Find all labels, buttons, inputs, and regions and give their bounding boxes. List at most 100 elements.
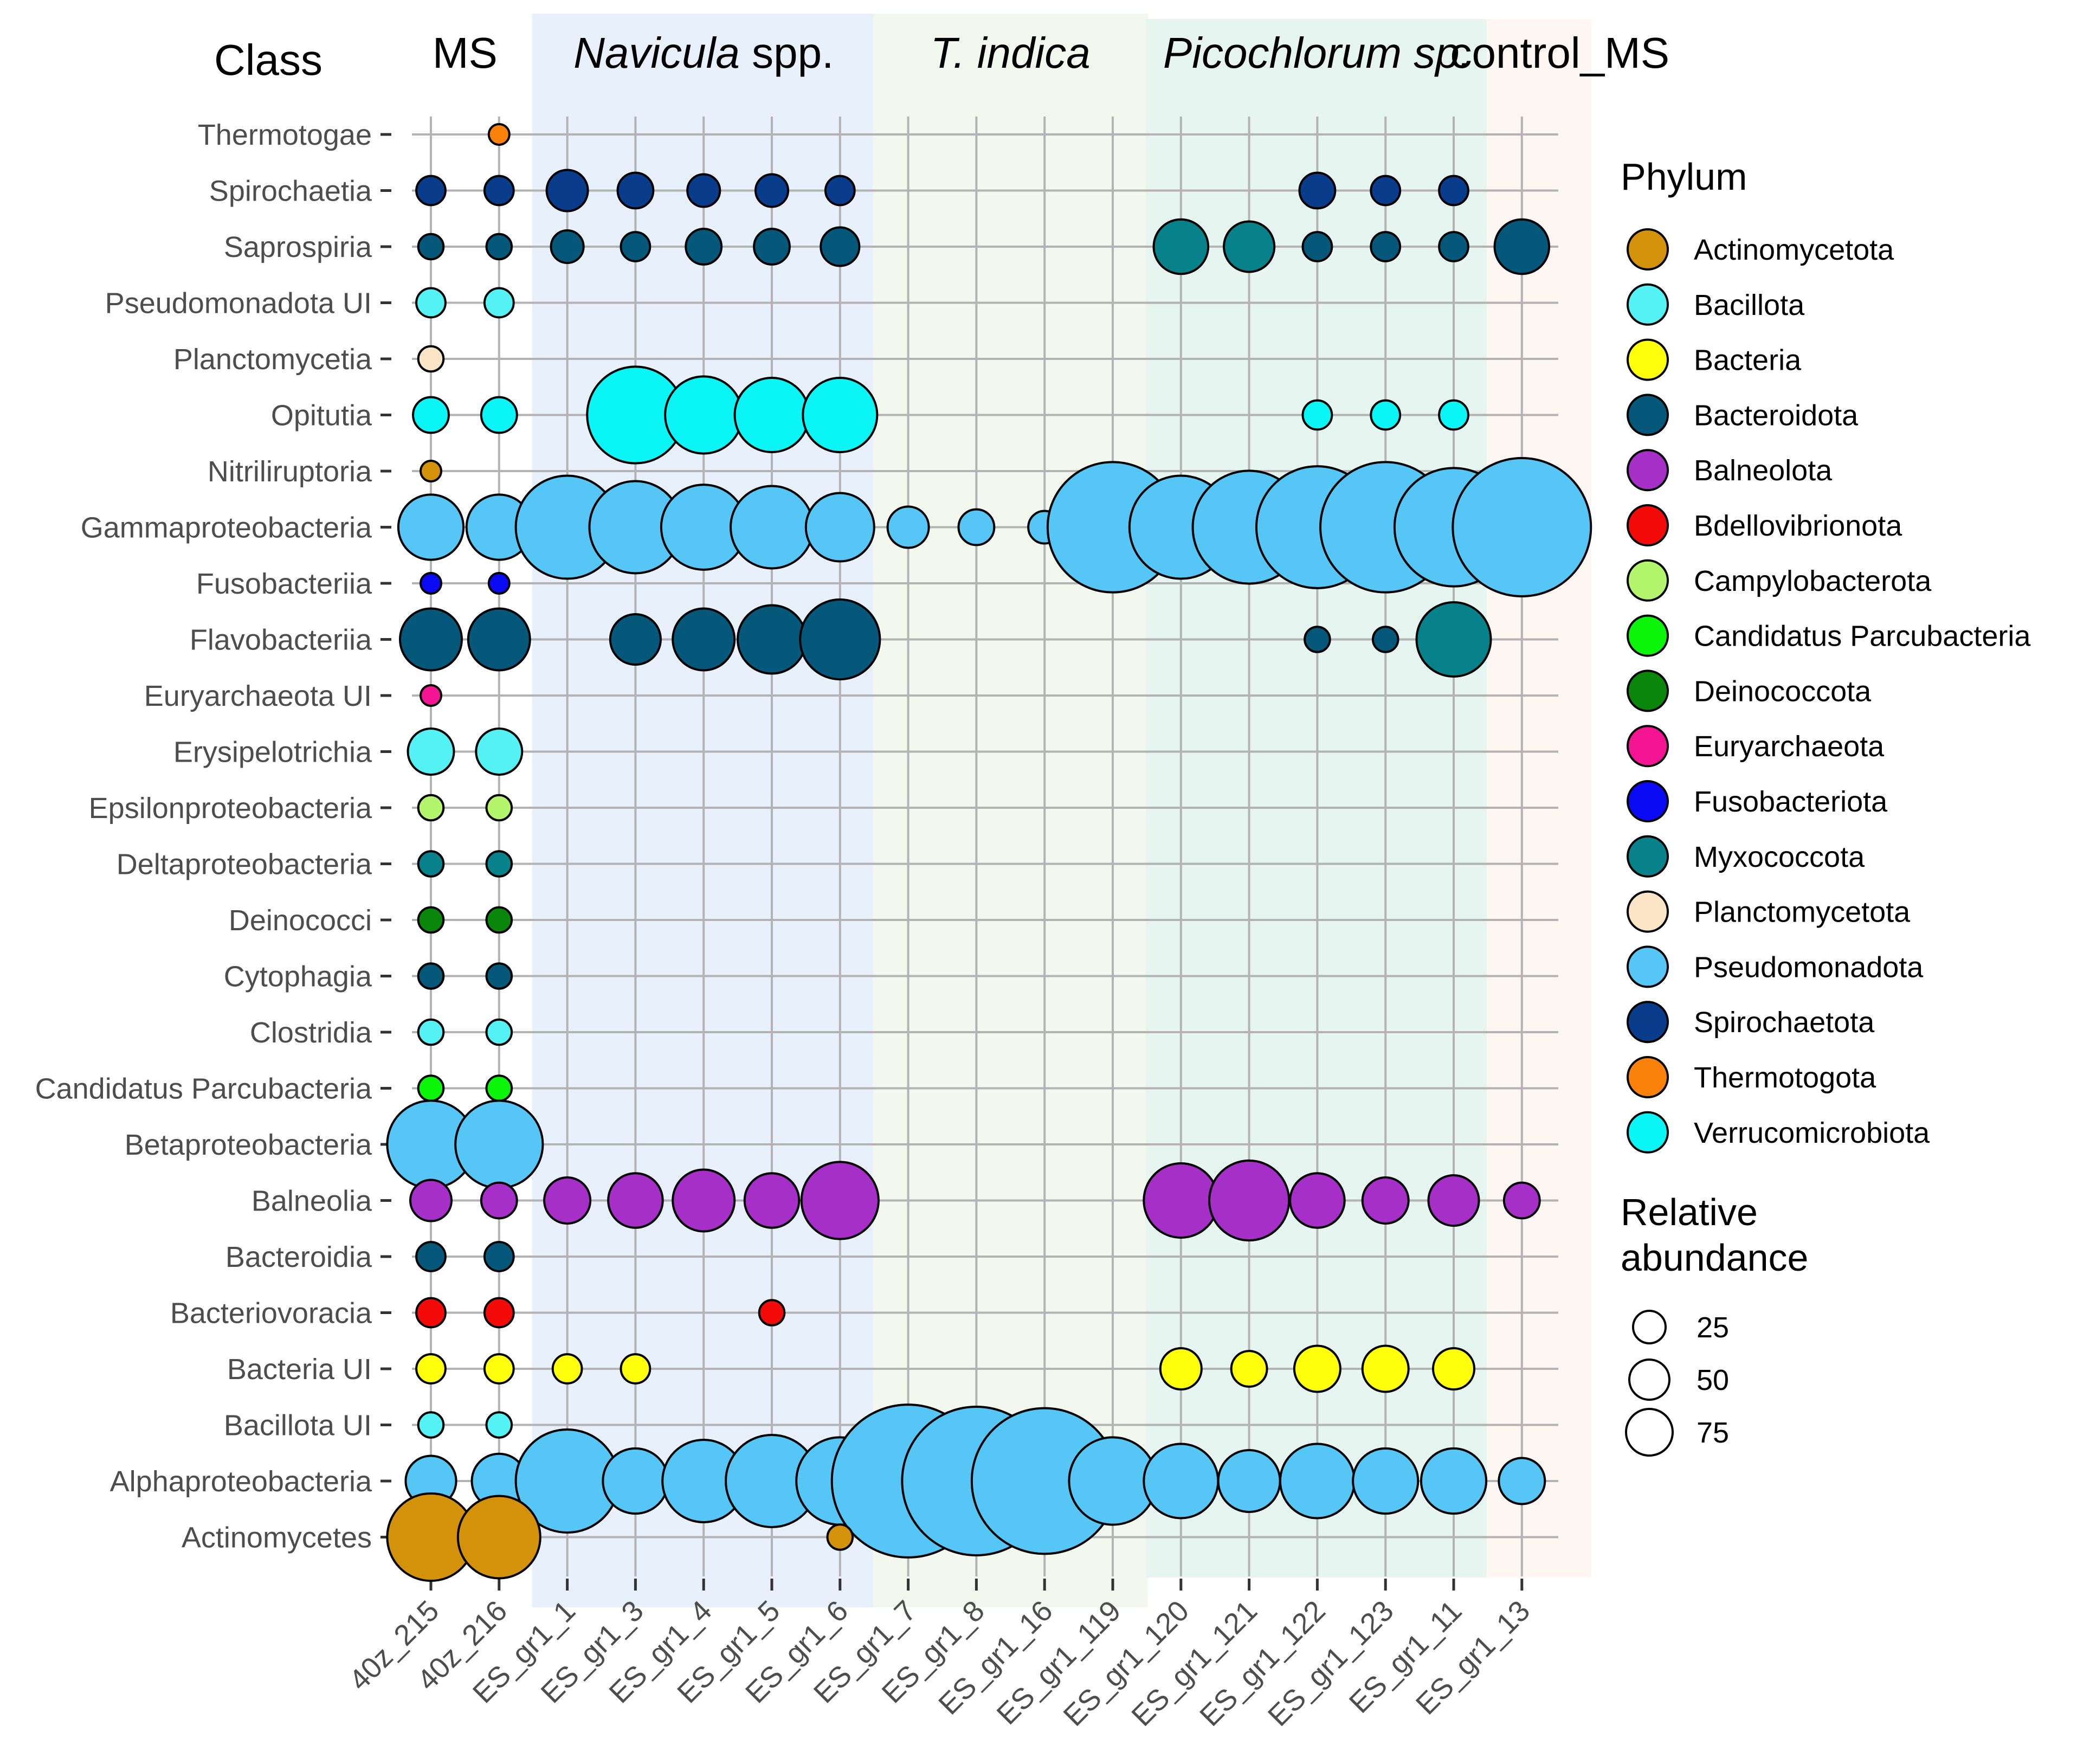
bubble-betaproteobacteria-40z-216 [454,1099,544,1189]
y-tick-label: Bacteriovoracia [170,1297,372,1330]
legend-swatch-euryarchaeota [1627,725,1669,768]
bubble-epsilonproteobacteria-40z-215 [417,794,445,822]
bubble-alphaproteobacteria-es-gr1-11 [1420,1447,1488,1515]
legend-label-spirochaetota: Spirochaetota [1694,1006,1875,1039]
bubble-balneolia-es-gr1-3 [607,1172,664,1229]
y-tick-label: Erysipelotrichia [173,736,372,769]
legend-swatch-bacillota [1627,283,1669,326]
bubble-deltaproteobacteria-40z-215 [417,850,445,878]
legend-label-bacteroidota: Bacteroidota [1694,399,1859,432]
bubble-nitriliruptoria-40z-215 [420,460,442,482]
legend-swatch-deinococcota [1627,669,1669,712]
bubble-saprospiria-es-gr1-5 [753,228,791,266]
bubble-deinococci-40z-215 [417,906,445,934]
group-label-ms: MS [433,29,498,77]
y-tick-label: Deltaproteobacteria [117,848,372,881]
bubble-actinomycetes-40z-216 [456,1495,541,1580]
bubbles [386,123,1592,1582]
bubble-balneolia-es-gr1-120 [1143,1162,1220,1239]
y-tick-label: Fusobacteriia [196,568,372,600]
bubble-fusobacteriia-40z-216 [487,572,511,595]
bubble-opitutia-es-gr1-4 [664,375,744,455]
y-tick-label: Spirochaetia [209,175,372,208]
y-tick-label: Cytophagia [224,961,372,993]
bubble-bacteroidia-40z-216 [483,1241,515,1272]
legend-swatch-bacteroidota [1627,394,1669,436]
bubble-bacteria-ui-40z-216 [483,1353,515,1385]
legend-label-thermotogota: Thermotogota [1694,1061,1876,1094]
bubble-opitutia-es-gr1-123 [1370,399,1402,431]
y-tick-label: Gammaproteobacteria [81,512,372,544]
bubble-bacteria-ui-40z-215 [415,1353,447,1385]
group-band-control-ms [1486,19,1591,1578]
bubble-spirochaetia-es-gr1-4 [686,173,721,208]
bubble-pseudomonadota-ui-40z-215 [415,287,447,319]
size-legend: Relative abundance 25 50 75 [1621,1191,1808,1457]
y-tick-label: Balneolia [251,1185,372,1218]
bubble-alphaproteobacteria-es-gr1-3 [602,1447,669,1515]
size-legend-label: 50 [1697,1364,1729,1396]
bubble-bacteria-ui-es-gr1-120 [1159,1347,1203,1390]
bubble-saprospiria-40z-216 [485,233,513,261]
bubble-balneolia-es-gr1-121 [1208,1159,1291,1242]
bubble-erysipelotrichia-40z-215 [407,728,455,776]
bubble-opitutia-es-gr1-11 [1438,399,1469,431]
bubble-alphaproteobacteria-es-gr1-123 [1352,1447,1420,1515]
legend-label-deinococcota: Deinococcota [1694,675,1872,707]
y-axis-title: Class [214,36,322,84]
bubble-balneolia-40z-216 [480,1181,518,1220]
bubble-bacteroidia-40z-215 [415,1241,447,1272]
bubble-gammaproteobacteria-es-gr1-13 [1452,457,1592,597]
y-axis: Thermotogae Spirochaetia Saprospiria Pseudo… [35,119,391,1554]
y-tick-label: Flavobacteriia [190,624,372,656]
bubble-saprospiria-es-gr1-122 [1301,231,1333,262]
bubble-saprospiria-es-gr1-4 [685,228,723,266]
bubble-flavobacteriia-es-gr1-123 [1371,626,1399,653]
bubble-balneolia-es-gr1-13 [1502,1181,1541,1220]
bubble-flavobacteriia-es-gr1-6 [799,598,881,681]
bubble-bacteriovoracia-40z-215 [415,1297,447,1329]
legend-title: Phylum [1621,156,1747,198]
bubble-saprospiria-es-gr1-1 [550,229,585,265]
phylum-legend: Phylum Actinomycetota Bacillota Bacteria Bac… [1621,156,2031,1154]
bubble-planctomycetia-40z-215 [417,345,445,373]
bubble-clostridia-40z-215 [417,1018,445,1046]
size-legend-label: 25 [1697,1311,1729,1344]
bubble-bacteria-ui-es-gr1-1 [551,1353,583,1385]
bubble-alphaproteobacteria-es-gr1-120 [1143,1443,1220,1520]
y-tick-label: Actinomycetes [182,1522,372,1554]
bubble-spirochaetia-es-gr1-1 [545,169,589,213]
group-label-navicula-spp: Navicula spp. [573,29,834,77]
bubble-saprospiria-es-gr1-6 [820,226,861,267]
group-label-picochlorum-sp: Picochlorum sp. [1163,29,1472,77]
bubble-alphaproteobacteria-es-gr1-13 [1498,1457,1546,1505]
legend-label-bdellovibrionota: Bdellovibrionota [1694,510,1902,542]
group-band-t-indica [873,14,1148,1607]
size-legend-circle [1628,1359,1670,1401]
bubble-fusobacteriia-40z-215 [420,572,442,595]
bubble-spirochaetia-40z-216 [483,175,515,207]
legend-swatch-thermotogota [1627,1056,1669,1098]
bubble-bacteriovoracia-es-gr1-5 [758,1299,786,1327]
bubble-saprospiria-es-gr1-121 [1223,220,1276,273]
bubble-thermotogae-40z-216 [487,123,511,146]
bubble-gammaproteobacteria-es-gr1-7 [886,505,930,549]
bubble-opitutia-40z-215 [412,396,450,434]
legend-label-bacteria: Bacteria [1694,344,1802,377]
bubble-opitutia-es-gr1-5 [733,376,810,454]
size-legend-title: Relative abundance [1621,1191,1808,1279]
bubble-erysipelotrichia-40z-216 [475,728,524,776]
bubble-spirochaetia-es-gr1-5 [754,173,790,208]
y-tick-label: Alphaproteobacteria [110,1465,372,1498]
legend-label-myxococcota: Myxococcota [1694,841,1865,873]
legend-swatch-spirochaetota [1627,1001,1669,1044]
group-labels: MS Navicula spp. T. indica Picochlorum sp.c… [433,29,1669,77]
bubble-gammaproteobacteria-40z-215 [397,493,465,561]
legend-label-bacillota: Bacillota [1694,289,1805,321]
y-tick-label: Planctomycetia [173,343,372,376]
bubble-deltaproteobacteria-40z-216 [485,850,513,878]
bubble-cytophagia-40z-216 [485,962,513,990]
bubble-gammaproteobacteria-es-gr1-5 [730,485,814,570]
bubble-saprospiria-es-gr1-3 [620,231,652,262]
